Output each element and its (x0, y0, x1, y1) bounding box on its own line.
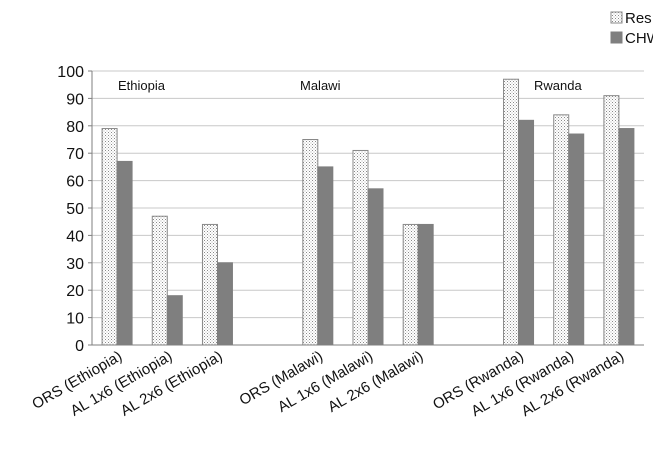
y-tick-labels: 0 10 20 30 40 50 60 70 80 90 100 (57, 64, 84, 355)
y-tick-label: 40 (66, 228, 84, 245)
legend: Res... CHW (610, 10, 653, 47)
y-tick-label: 100 (57, 64, 84, 81)
bar-res (151, 215, 168, 346)
y-tick-label: 50 (66, 201, 84, 218)
y-tick-label: 80 (66, 119, 84, 136)
bar-chw (116, 160, 133, 346)
bar-res (302, 139, 319, 346)
bar-chw (367, 188, 384, 346)
axes (88, 70, 644, 346)
legend-label: Res... (625, 10, 653, 27)
y-tick-label: 20 (66, 283, 84, 300)
group-label: Rwanda (534, 78, 582, 93)
bar-chw (216, 262, 233, 346)
legend-label: CHW (625, 30, 653, 47)
x-tick-labels: ORS (Ethiopia)AL 1x6 (Ethiopia)AL 2x6 (E… (29, 348, 627, 420)
bar-res (402, 223, 419, 346)
bar-res (201, 223, 218, 346)
bars (101, 78, 635, 346)
bar-chw (166, 295, 183, 346)
bar-chw (417, 223, 434, 346)
bar-res (101, 128, 118, 346)
bar-res (553, 114, 570, 346)
bar-chw (568, 133, 585, 346)
group-label: Malawi (300, 78, 341, 93)
bar-chw (518, 119, 535, 346)
bar-chw (317, 166, 334, 346)
y-tick-label: 0 (75, 338, 84, 355)
bar-res (352, 149, 369, 346)
group-labels: Ethiopia Malawi Rwanda (118, 78, 582, 93)
y-tick-label: 90 (66, 91, 84, 108)
bar-chw (618, 128, 635, 346)
y-tick-label: 60 (66, 174, 84, 191)
legend-swatch (610, 31, 623, 44)
y-tick-label: 30 (66, 256, 84, 273)
group-label: Ethiopia (118, 78, 166, 93)
legend-swatch (610, 11, 623, 24)
bar-res (603, 95, 620, 346)
y-tick-label: 10 (66, 311, 84, 328)
bar-res (503, 78, 520, 346)
y-tick-label: 70 (66, 146, 84, 163)
